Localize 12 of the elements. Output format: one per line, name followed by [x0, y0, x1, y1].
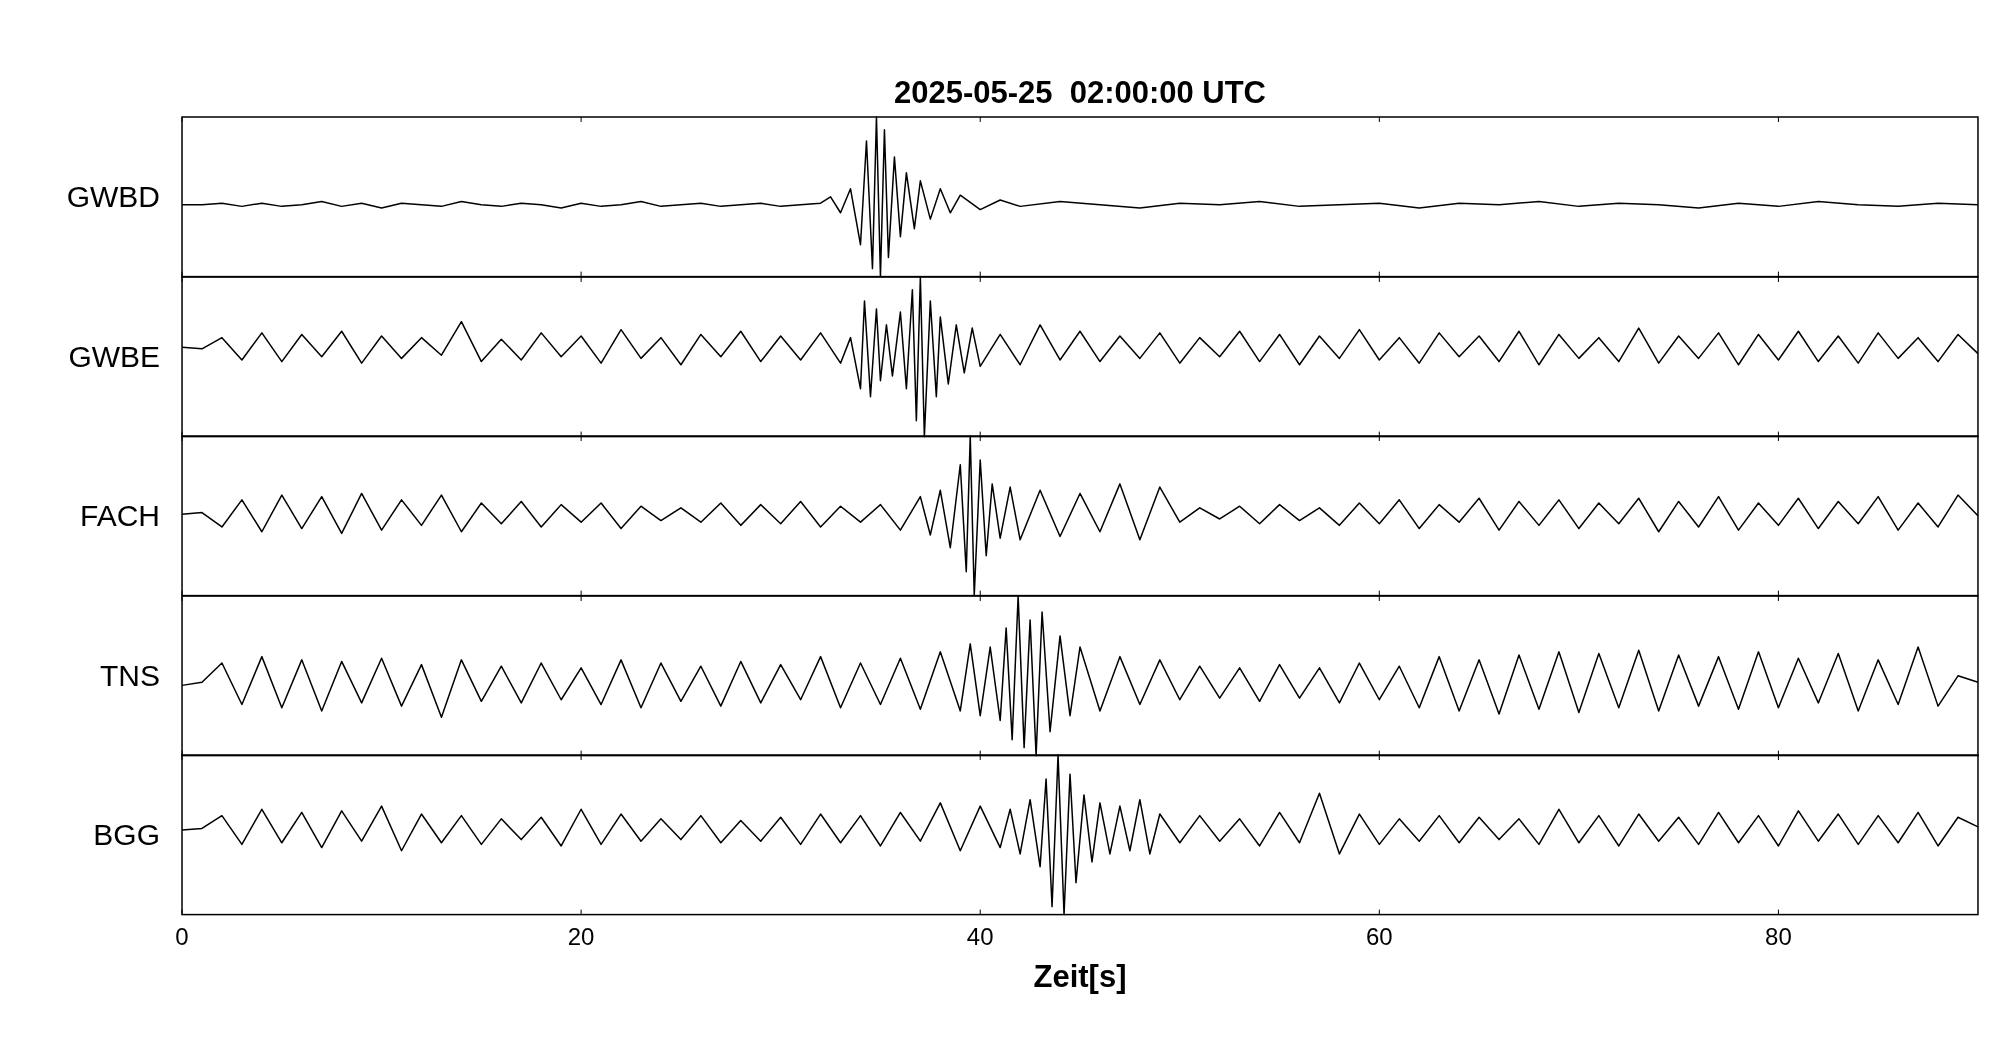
chart-title: 2025-05-25 02:00:00 UTC	[893, 75, 1267, 110]
y-axis-title: BGG	[93, 818, 161, 852]
y-axis-title: GWBE	[68, 339, 161, 373]
x-tick-label: 40	[966, 922, 994, 950]
x-tick-label: 80	[1765, 922, 1792, 950]
x-tick-label: 60	[1365, 922, 1393, 950]
y-axis-title: FACH	[80, 499, 161, 533]
x-tick-label: 20	[567, 922, 595, 950]
x-axis-title: Zeit[s]	[1033, 958, 1127, 994]
y-axis-title: TNS	[100, 659, 161, 693]
x-tick-label: 0	[175, 922, 189, 950]
y-axis-title: GWBD	[66, 180, 161, 214]
